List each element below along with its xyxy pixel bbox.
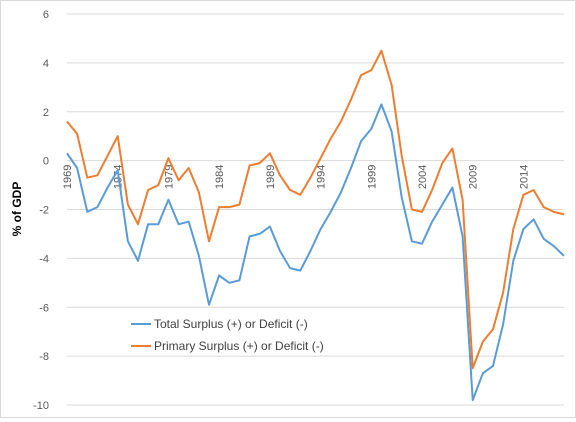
x-tick-label: 1969 <box>62 165 74 189</box>
y-tick-label: 2 <box>43 107 49 119</box>
x-axis-tick-labels: 1969 1974 1979 1984 1989 1994 1999 2004 2009 2014 <box>62 165 530 189</box>
series-line-primary <box>66 49 565 370</box>
gridlines <box>67 13 564 406</box>
x-tick-label: 1984 <box>214 165 226 189</box>
x-tick-label: 1999 <box>366 165 378 189</box>
x-tick-label: 1979 <box>163 165 175 189</box>
x-tick-label: 1994 <box>316 165 328 189</box>
legend: Total Surplus (+) or Deficit (-) Primary … <box>131 317 324 353</box>
x-tick-label: 2004 <box>417 165 429 189</box>
y-tick-label: -8 <box>39 351 49 363</box>
x-tick-label: 1989 <box>265 165 277 189</box>
x-tick-label: 2009 <box>468 165 480 189</box>
legend-label: Primary Surplus (+) or Deficit (-) <box>154 339 324 353</box>
y-tick-label: 4 <box>43 58 49 70</box>
y-tick-label: -4 <box>39 253 49 265</box>
y-tick-label: 0 <box>43 156 49 168</box>
series-line-total <box>66 103 565 402</box>
series-lines <box>66 49 565 402</box>
y-tick-label: -6 <box>39 302 49 314</box>
legend-label: Total Surplus (+) or Deficit (-) <box>154 317 308 331</box>
y-axis-label: % of GDP <box>10 182 24 237</box>
y-tick-label: 6 <box>43 9 49 21</box>
x-tick-label: 2014 <box>518 165 530 189</box>
y-tick-label: -2 <box>39 205 49 217</box>
y-tick-label: -10 <box>33 400 49 412</box>
y-axis-tick-labels: -10 -8 -6 -4 -2 0 2 4 6 <box>33 9 49 412</box>
